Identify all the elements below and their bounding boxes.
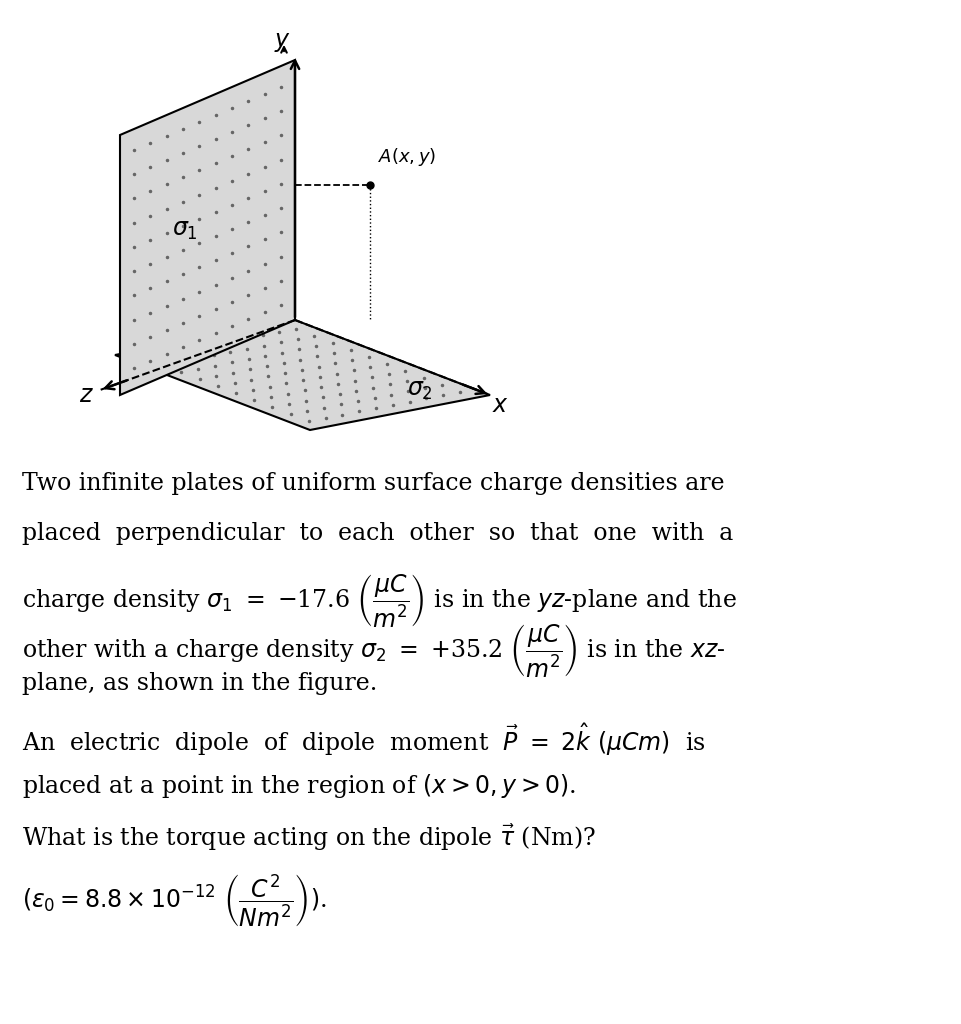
Text: x: x bbox=[493, 393, 507, 417]
Text: An  electric  dipole  of  dipole  moment  $\vec{P}$ $=$ $2\hat{k}$ $(\mu Cm)$  i: An electric dipole of dipole moment $\ve… bbox=[22, 722, 705, 759]
Text: plane, as shown in the figure.: plane, as shown in the figure. bbox=[22, 672, 378, 695]
Text: y: y bbox=[275, 28, 289, 52]
Text: z: z bbox=[79, 383, 91, 407]
Text: $A(x,y)$: $A(x,y)$ bbox=[378, 146, 436, 168]
Text: Two infinite plates of uniform surface charge densities are: Two infinite plates of uniform surface c… bbox=[22, 472, 725, 495]
Text: other with a charge density $\sigma_2$ $=$ $+$35.2 $\left(\dfrac{\mu C}{m^2}\rig: other with a charge density $\sigma_2$ $… bbox=[22, 622, 726, 679]
Text: placed  perpendicular  to  each  other  so  that  one  with  a: placed perpendicular to each other so th… bbox=[22, 522, 733, 545]
Text: placed at a point in the region of $(x > 0, y > 0)$.: placed at a point in the region of $(x >… bbox=[22, 772, 577, 800]
Text: $\sigma_1$: $\sigma_1$ bbox=[172, 218, 198, 242]
Text: charge density $\sigma_1$ $=$ $-$17.6 $\left(\dfrac{\mu C}{m^2}\right)$ is in th: charge density $\sigma_1$ $=$ $-$17.6 $\… bbox=[22, 572, 737, 629]
Text: $\sigma_2$: $\sigma_2$ bbox=[407, 378, 432, 402]
Polygon shape bbox=[115, 319, 490, 430]
Polygon shape bbox=[120, 60, 295, 395]
Text: $(\varepsilon_0 = 8.8\times10^{-12}$ $\left(\dfrac{C^2}{Nm^2}\right))$.: $(\varepsilon_0 = 8.8\times10^{-12}$ $\l… bbox=[22, 872, 327, 929]
Text: What is the torque acting on the dipole $\vec{\tau}$ (Nm)?: What is the torque acting on the dipole … bbox=[22, 822, 596, 853]
